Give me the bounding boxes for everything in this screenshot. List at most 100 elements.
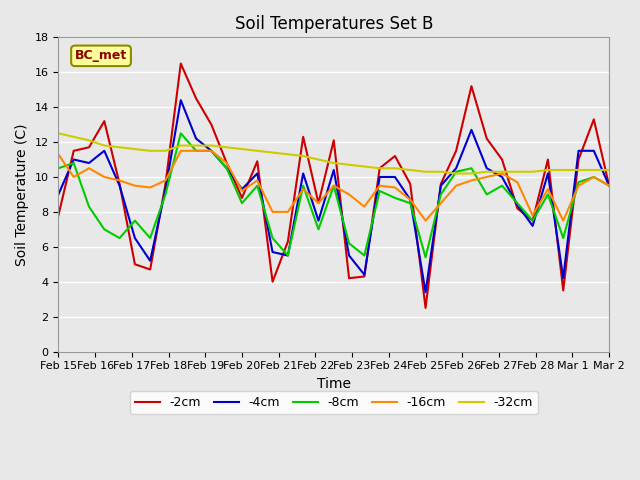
-4cm — [70, 156, 77, 162]
-16cm — [590, 174, 598, 180]
-4cm — [100, 148, 108, 154]
Text: BC_met: BC_met — [75, 49, 127, 62]
-4cm — [437, 183, 445, 189]
-2cm — [345, 276, 353, 281]
-8cm — [498, 183, 506, 189]
-8cm — [177, 131, 184, 136]
-16cm — [269, 209, 276, 215]
-32cm — [85, 137, 93, 143]
-32cm — [575, 167, 582, 173]
-16cm — [70, 174, 77, 180]
-4cm — [300, 170, 307, 176]
-16cm — [162, 178, 170, 183]
-2cm — [147, 266, 154, 272]
-4cm — [605, 183, 613, 189]
-2cm — [559, 288, 567, 293]
-2cm — [70, 148, 77, 154]
-4cm — [223, 166, 230, 171]
-8cm — [376, 188, 383, 194]
Y-axis label: Soil Temperature (C): Soil Temperature (C) — [15, 123, 29, 266]
-32cm — [498, 169, 506, 175]
-2cm — [406, 181, 414, 187]
-4cm — [559, 276, 567, 281]
-4cm — [406, 197, 414, 203]
-16cm — [468, 178, 476, 183]
-2cm — [468, 84, 476, 89]
-2cm — [330, 137, 338, 143]
-4cm — [498, 174, 506, 180]
-16cm — [483, 174, 491, 180]
-8cm — [238, 200, 246, 206]
-2cm — [544, 156, 552, 162]
-16cm — [345, 192, 353, 197]
-32cm — [177, 143, 184, 148]
Legend: -2cm, -4cm, -8cm, -16cm, -32cm: -2cm, -4cm, -8cm, -16cm, -32cm — [129, 391, 538, 414]
-32cm — [452, 170, 460, 176]
-2cm — [575, 156, 582, 162]
-2cm — [315, 200, 323, 206]
-4cm — [422, 289, 429, 295]
-16cm — [315, 200, 323, 206]
-8cm — [391, 195, 399, 201]
-4cm — [85, 160, 93, 166]
-32cm — [162, 148, 170, 154]
-4cm — [360, 272, 368, 277]
-8cm — [131, 218, 139, 224]
-4cm — [315, 218, 323, 224]
-2cm — [422, 305, 429, 311]
-4cm — [544, 170, 552, 176]
-16cm — [253, 178, 261, 183]
-32cm — [468, 170, 476, 176]
-16cm — [207, 148, 215, 154]
Line: -32cm: -32cm — [58, 133, 609, 173]
-4cm — [330, 167, 338, 173]
-16cm — [131, 183, 139, 189]
-4cm — [468, 127, 476, 133]
-16cm — [300, 186, 307, 192]
-8cm — [162, 192, 170, 197]
-32cm — [422, 169, 429, 175]
-32cm — [147, 148, 154, 154]
-8cm — [590, 174, 598, 180]
-8cm — [284, 252, 292, 258]
-16cm — [376, 183, 383, 189]
-2cm — [300, 134, 307, 140]
-2cm — [116, 181, 124, 187]
-32cm — [238, 146, 246, 152]
-2cm — [590, 117, 598, 122]
Line: -2cm: -2cm — [58, 63, 609, 308]
-32cm — [391, 166, 399, 171]
X-axis label: Time: Time — [317, 377, 351, 391]
-8cm — [559, 235, 567, 241]
-2cm — [483, 136, 491, 142]
-8cm — [207, 148, 215, 154]
-8cm — [544, 192, 552, 197]
-16cm — [575, 183, 582, 189]
-4cm — [345, 252, 353, 258]
-32cm — [269, 150, 276, 156]
-4cm — [452, 166, 460, 171]
-32cm — [315, 156, 323, 162]
-32cm — [207, 143, 215, 148]
-32cm — [100, 143, 108, 148]
-4cm — [590, 148, 598, 154]
-16cm — [238, 188, 246, 194]
-32cm — [605, 167, 613, 173]
-32cm — [300, 153, 307, 159]
-8cm — [575, 180, 582, 185]
-4cm — [131, 235, 139, 241]
-2cm — [498, 156, 506, 162]
-4cm — [54, 192, 62, 197]
-16cm — [147, 185, 154, 191]
-16cm — [498, 170, 506, 176]
-8cm — [529, 218, 536, 224]
-2cm — [54, 213, 62, 218]
-4cm — [147, 258, 154, 264]
-8cm — [269, 235, 276, 241]
-8cm — [70, 160, 77, 166]
-32cm — [192, 143, 200, 148]
-16cm — [85, 166, 93, 171]
-2cm — [238, 195, 246, 201]
-16cm — [559, 218, 567, 224]
-32cm — [330, 160, 338, 166]
